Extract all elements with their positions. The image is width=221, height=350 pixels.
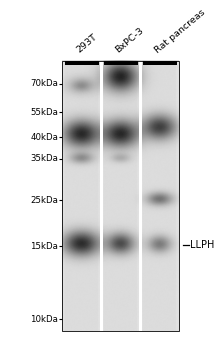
Text: 25kDa: 25kDa <box>30 196 58 204</box>
Text: 55kDa: 55kDa <box>30 108 58 117</box>
Text: 293T: 293T <box>75 33 99 55</box>
Text: Rat pancreas: Rat pancreas <box>153 8 207 55</box>
Bar <box>63 61 179 331</box>
Text: 10kDa: 10kDa <box>30 315 58 324</box>
Text: BxPC-3: BxPC-3 <box>114 26 146 55</box>
Bar <box>65 61 99 65</box>
Bar <box>139 61 142 331</box>
Bar <box>100 61 103 331</box>
Bar <box>143 61 177 65</box>
Bar <box>104 61 138 65</box>
Text: 70kDa: 70kDa <box>30 79 58 89</box>
Text: 15kDa: 15kDa <box>30 242 58 251</box>
Text: 40kDa: 40kDa <box>30 133 58 141</box>
Text: LLPH: LLPH <box>190 239 215 250</box>
Text: 35kDa: 35kDa <box>30 154 58 163</box>
